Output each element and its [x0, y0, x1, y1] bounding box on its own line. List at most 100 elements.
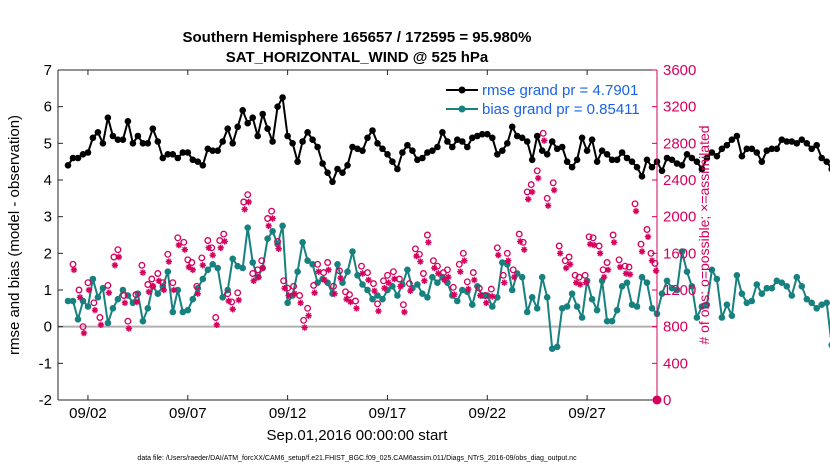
obs-possible-marker	[475, 284, 483, 292]
obs-possible-marker	[527, 181, 535, 189]
rmse-point	[94, 129, 102, 136]
bias-point	[673, 286, 681, 294]
obs-assimilated-marker	[111, 262, 119, 269]
obs-assimilated-marker	[381, 284, 388, 292]
rmse-point	[339, 169, 346, 176]
bias-point	[154, 290, 162, 298]
rmse-point	[249, 114, 256, 121]
obs-assimilated-marker	[495, 251, 502, 259]
obs-possible-marker	[314, 260, 322, 268]
obs-possible-marker	[324, 259, 332, 266]
rmse-point	[633, 163, 641, 171]
rmse-point	[454, 136, 461, 143]
obs-possible-marker	[374, 300, 381, 308]
rmse-point	[274, 103, 281, 110]
bias-point	[623, 279, 631, 287]
obs-assimilated-marker	[265, 222, 272, 230]
bias-point	[284, 299, 291, 307]
rmse-point	[733, 132, 741, 140]
obs-possible-marker	[216, 237, 224, 244]
bias-point	[344, 268, 351, 276]
obs-assimilated-marker	[652, 267, 660, 274]
rmse-point	[583, 147, 591, 154]
rmse-point	[484, 130, 491, 138]
rmse-point	[603, 151, 611, 158]
bias-point	[568, 290, 576, 298]
obs-assimilated-marker	[85, 286, 93, 294]
bias-point	[419, 290, 426, 298]
rmse-point	[399, 149, 406, 156]
obs-possible-marker	[575, 273, 583, 281]
obs-possible-marker	[429, 257, 437, 265]
rmse-point	[329, 178, 336, 186]
x-axis-ticks: 09/02 09/07 09/12 09/17 09/22 09/27	[69, 70, 606, 422]
right-tick-label: 3600	[663, 62, 696, 79]
rmse-point	[84, 149, 92, 156]
bias-point	[104, 319, 112, 327]
obs-assimilated-marker	[170, 286, 178, 294]
bias-point	[753, 281, 761, 288]
rmse-point	[778, 136, 786, 143]
rmse-point	[324, 169, 331, 176]
bias-point	[169, 308, 177, 316]
obs-assimilated-marker	[511, 273, 518, 281]
obs-possible-marker	[234, 289, 242, 297]
rmse-point	[783, 138, 791, 145]
rmse-point	[548, 138, 556, 145]
bias-point	[683, 268, 691, 276]
obs-possible-marker	[370, 280, 377, 288]
right-axis-ticks: 0 400 800 1200 1600 2000 2400 2800 3200 3600	[652, 62, 696, 409]
obs-possible-marker	[469, 269, 477, 277]
obs-assimilated-marker	[417, 258, 424, 265]
rmse-point	[508, 123, 516, 131]
obs-assimilated-marker	[301, 324, 308, 331]
obs-possible-marker	[603, 259, 611, 266]
rmse-point	[738, 152, 746, 160]
obs-possible-marker	[615, 256, 623, 264]
rmse-point	[119, 136, 127, 143]
rmse-point	[349, 143, 356, 151]
obs-possible-marker	[449, 283, 457, 291]
bias-point	[459, 286, 466, 294]
rmse-point	[698, 165, 706, 173]
obs-assimilated-marker	[505, 257, 512, 264]
obs-assimilated-marker	[297, 299, 304, 307]
rmse-point	[573, 156, 581, 164]
rmse-point	[369, 127, 376, 134]
bias-point	[484, 292, 491, 299]
rmse-point	[788, 138, 796, 145]
bias-point	[818, 301, 825, 309]
obs-assimilated-marker	[401, 308, 408, 316]
right-tick-label: 2000	[663, 209, 696, 226]
obs-assimilated-marker	[562, 264, 570, 272]
bias-point	[518, 273, 526, 281]
obs-assimilated-marker	[521, 246, 528, 253]
rmse-point	[479, 130, 486, 138]
legend-box	[442, 77, 652, 121]
obs-assimilated-marker	[375, 307, 382, 315]
obs-assimilated-marker	[596, 250, 604, 257]
obs-possible-marker	[459, 249, 467, 257]
bias-point	[588, 295, 596, 303]
bias-point	[613, 306, 621, 314]
obs-assimilated-marker	[483, 299, 490, 307]
bias-point	[553, 343, 561, 351]
obs-assimilated-marker	[305, 312, 312, 319]
bias-point	[119, 286, 127, 294]
bias-point	[618, 283, 626, 290]
bias-point	[608, 317, 616, 325]
rmse-point	[439, 129, 446, 136]
rmse-point	[489, 134, 496, 142]
obs-assimilated-marker	[638, 248, 646, 255]
obs-assimilated-marker	[534, 174, 542, 182]
obs-assimilated-marker	[331, 290, 338, 297]
obs-assimilated-marker	[451, 291, 458, 298]
bias-point	[578, 314, 586, 321]
obs-possible-marker	[493, 244, 501, 252]
obs-assimilated-marker	[275, 245, 282, 252]
obs-assimilated-marker	[385, 279, 392, 286]
rmse-point	[144, 140, 152, 147]
rmse-point	[718, 145, 726, 153]
bias-point	[508, 286, 516, 294]
rmse-point	[743, 145, 751, 153]
